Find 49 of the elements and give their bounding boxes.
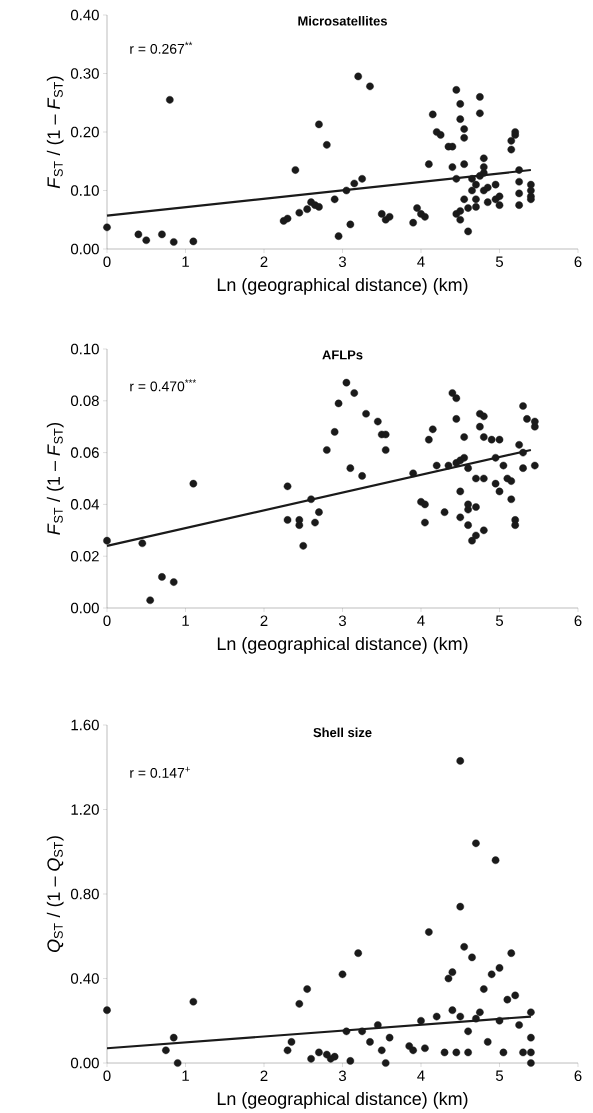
- chart-title: Shell size: [313, 727, 372, 738]
- x-tick-label: 1: [182, 1070, 189, 1081]
- x-tick-label: 0: [103, 1070, 111, 1082]
- x-tick-label: 6: [574, 256, 582, 268]
- annotation: r = 0.470$^{***}$: [130, 379, 197, 392]
- x-tick-label: 1: [182, 615, 189, 626]
- x-tick-label: 0: [103, 256, 111, 268]
- x-axis-title: Ln (geographical distance) (km): [217, 636, 468, 654]
- y-tick-label: 0.40: [70, 973, 99, 984]
- x-tick-label: 0: [103, 615, 111, 627]
- y-tick-label: 0.08: [70, 395, 99, 407]
- x-tick-label: 5: [495, 1070, 504, 1081]
- annotation: r = 0.147$^{+}$: [130, 766, 191, 778]
- y-tick-label: 0.10: [70, 343, 99, 355]
- x-tick-label: 4: [417, 1070, 425, 1081]
- x-tick-label: 2: [260, 256, 268, 267]
- y-tick-label: 0.04: [70, 499, 100, 510]
- x-tick-label: 5: [495, 256, 504, 267]
- y-axis-title: F$_{ST}$ / (1 – F$_{ST}$): [46, 76, 64, 189]
- y-tick-label: 0.40: [70, 9, 99, 21]
- y-tick-label: 0.30: [70, 68, 99, 79]
- x-axis-title: Ln (geographical distance) (km): [217, 1091, 468, 1109]
- x-tick-label: 5: [495, 615, 504, 626]
- x-tick-label: 4: [417, 256, 425, 267]
- y-axis-title: F$_{ST}$ / (1 – F$_{ST}$): [46, 422, 64, 535]
- y-axis-title: Q$_{ST}$ / (1 – Q$_{ST}$): [46, 836, 64, 953]
- y-tick-label: 0.80: [70, 888, 99, 900]
- annotation: r = 0.267$^{**}$: [130, 41, 193, 54]
- chart-title: Microsatellites: [298, 16, 387, 26]
- x-tick-label: 2: [260, 1070, 268, 1081]
- y-tick-label: 0.02: [70, 550, 99, 562]
- x-tick-label: 4: [417, 615, 425, 626]
- x-tick-label: 2: [260, 615, 268, 626]
- x-tick-label: 6: [574, 1070, 582, 1082]
- x-tick-label: 1: [182, 256, 189, 267]
- x-tick-label: 6: [574, 615, 582, 627]
- y-tick-label: 0.00: [70, 602, 99, 614]
- x-tick-label: 3: [338, 615, 346, 627]
- y-tick-label: 1.20: [71, 804, 99, 815]
- chart-title: AFLPs: [322, 350, 363, 360]
- y-tick-label: 0.20: [70, 126, 99, 138]
- x-axis-title: Ln (geographical distance) (km): [217, 277, 468, 295]
- y-tick-label: 0.00: [70, 243, 99, 255]
- y-tick-label: 0.00: [70, 1057, 99, 1069]
- y-tick-label: 0.10: [70, 185, 99, 196]
- y-tick-label: 1.60: [71, 719, 99, 731]
- x-tick-label: 3: [338, 1070, 346, 1082]
- y-tick-label: 0.06: [70, 447, 99, 458]
- x-tick-label: 3: [338, 256, 346, 268]
